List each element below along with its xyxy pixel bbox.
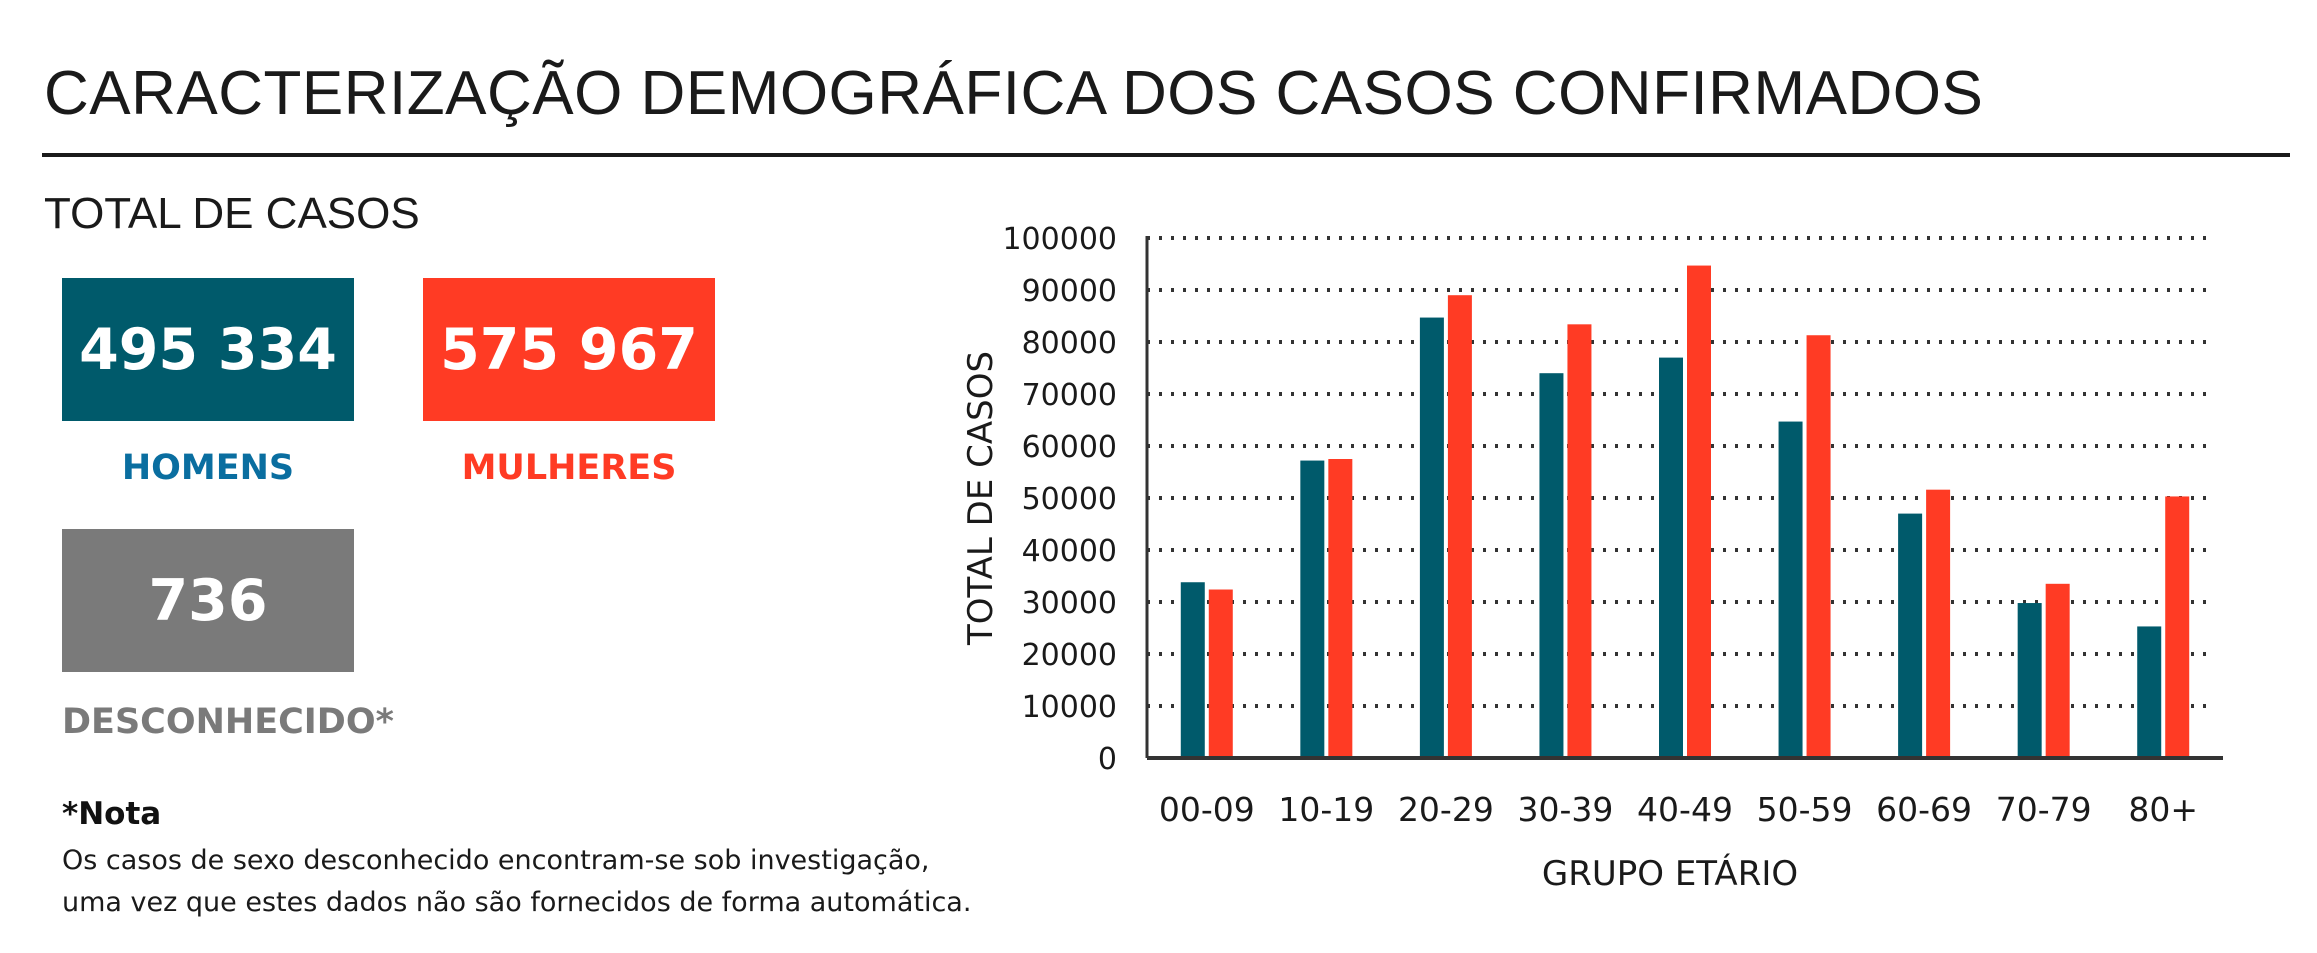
note-text-line-2: uma vez que estes dados não são fornecid…	[62, 887, 972, 918]
title-divider	[42, 153, 2290, 157]
age-group-bar-chart: 0 10000 20000 30000 40000 50000 60000 70000 8000…	[961, 222, 2223, 894]
men-total-box: 495 334	[62, 278, 354, 421]
x-tick-label: 80+	[2128, 790, 2198, 829]
women-total-value: 575 967	[440, 316, 698, 383]
note-text-line-1: Os casos de sexo desconhecido encontram-…	[62, 845, 930, 876]
y-tick-label: 90000	[1022, 274, 1117, 309]
x-tick-label: 40-49	[1637, 790, 1733, 829]
unknown-total-label: DESCONHECIDO*	[62, 702, 394, 742]
y-tick-label: 30000	[1022, 586, 1117, 621]
bar-men	[2017, 603, 2042, 758]
y-tick-label: 10000	[1022, 690, 1117, 725]
y-tick-label: 40000	[1022, 534, 1117, 569]
bar-men	[1180, 582, 1205, 758]
bar-women	[1687, 265, 1711, 758]
y-tick-label: 60000	[1022, 430, 1117, 465]
bar-men	[1659, 357, 1683, 758]
bar-women	[1447, 295, 1472, 758]
x-tick-label: 60-69	[1876, 790, 1972, 829]
x-tick-label: 70-79	[1996, 790, 2092, 829]
unknown-total-box: 736	[62, 529, 354, 672]
bar-women	[1208, 589, 1233, 758]
chart-bars	[1180, 265, 2190, 758]
bar-women	[1926, 489, 1951, 758]
unknown-total-value: 736	[148, 567, 268, 634]
bar-men	[2137, 626, 2162, 758]
x-tick-label: 50-59	[1757, 790, 1853, 829]
men-total-value: 495 334	[79, 316, 337, 383]
chart-axes: 0 10000 20000 30000 40000 50000 60000 70000 8000…	[1002, 222, 2223, 829]
y-tick-label: 80000	[1022, 326, 1117, 361]
bar-women	[2045, 583, 2070, 758]
bar-men	[1300, 460, 1325, 758]
bar-men	[1539, 373, 1564, 758]
note-title: *Nota	[62, 796, 162, 832]
bar-men	[1898, 513, 1923, 758]
x-tick-label: 10-19	[1278, 790, 1374, 829]
y-tick-label: 20000	[1022, 638, 1117, 673]
y-tick-label: 70000	[1022, 378, 1117, 413]
page-title: CARACTERIZAÇÃO DEMOGRÁFICA DOS CASOS CON…	[44, 59, 1984, 128]
bar-women	[1806, 335, 1831, 758]
women-total-box: 575 967	[423, 278, 715, 421]
women-total-label: MULHERES	[461, 448, 677, 488]
y-tick-label: 50000	[1022, 482, 1117, 517]
x-axis-label: GRUPO ETÁRIO	[1542, 853, 1798, 894]
x-tick-label: 20-29	[1398, 790, 1494, 829]
bar-men	[1778, 421, 1803, 758]
y-tick-label: 100000	[1002, 222, 1117, 257]
x-tick-label: 00-09	[1159, 790, 1255, 829]
bar-women	[2165, 496, 2190, 758]
section-title: TOTAL DE CASOS	[44, 189, 420, 238]
bar-women	[1567, 324, 1592, 758]
y-tick-label: 0	[1098, 742, 1117, 777]
bar-men	[1419, 317, 1444, 758]
y-axis-label: TOTAL DE CASOS	[961, 351, 1001, 646]
bar-women	[1328, 459, 1353, 758]
x-tick-label: 30-39	[1517, 790, 1613, 829]
men-total-label: HOMENS	[121, 448, 295, 488]
